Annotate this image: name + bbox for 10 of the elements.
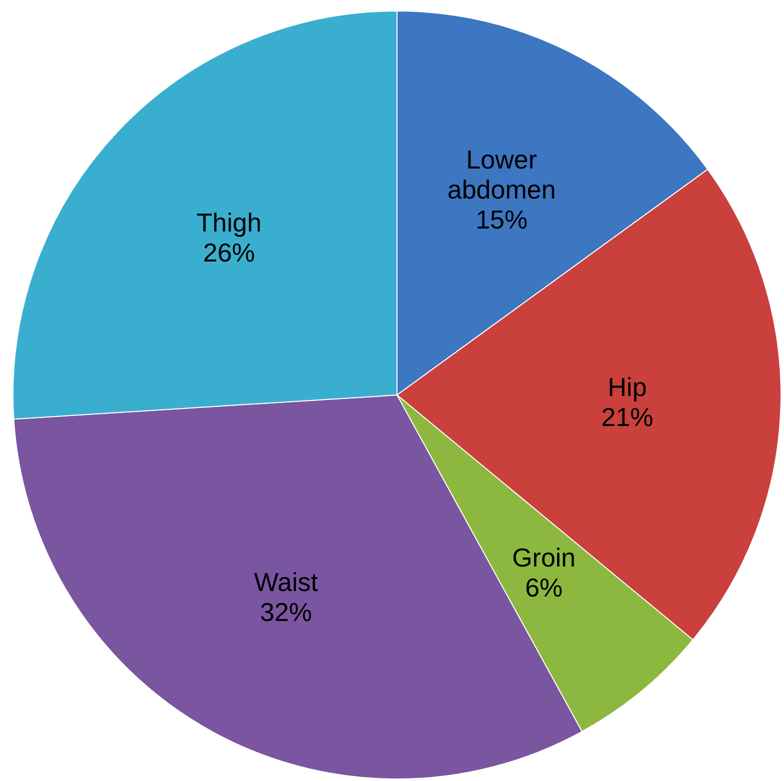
slice-label: Lower abdomen bbox=[447, 144, 556, 205]
slice-label: Waist bbox=[254, 566, 319, 597]
slice-label: Hip bbox=[608, 372, 647, 402]
slice-label: Thigh bbox=[196, 207, 262, 238]
data-label: 26% bbox=[203, 237, 256, 268]
data-label: 21% bbox=[601, 402, 654, 432]
data-label: 6% bbox=[525, 572, 563, 603]
slice-label: Groin bbox=[512, 542, 576, 573]
data-label: 32% bbox=[260, 596, 312, 627]
data-label: 15% bbox=[476, 204, 528, 235]
